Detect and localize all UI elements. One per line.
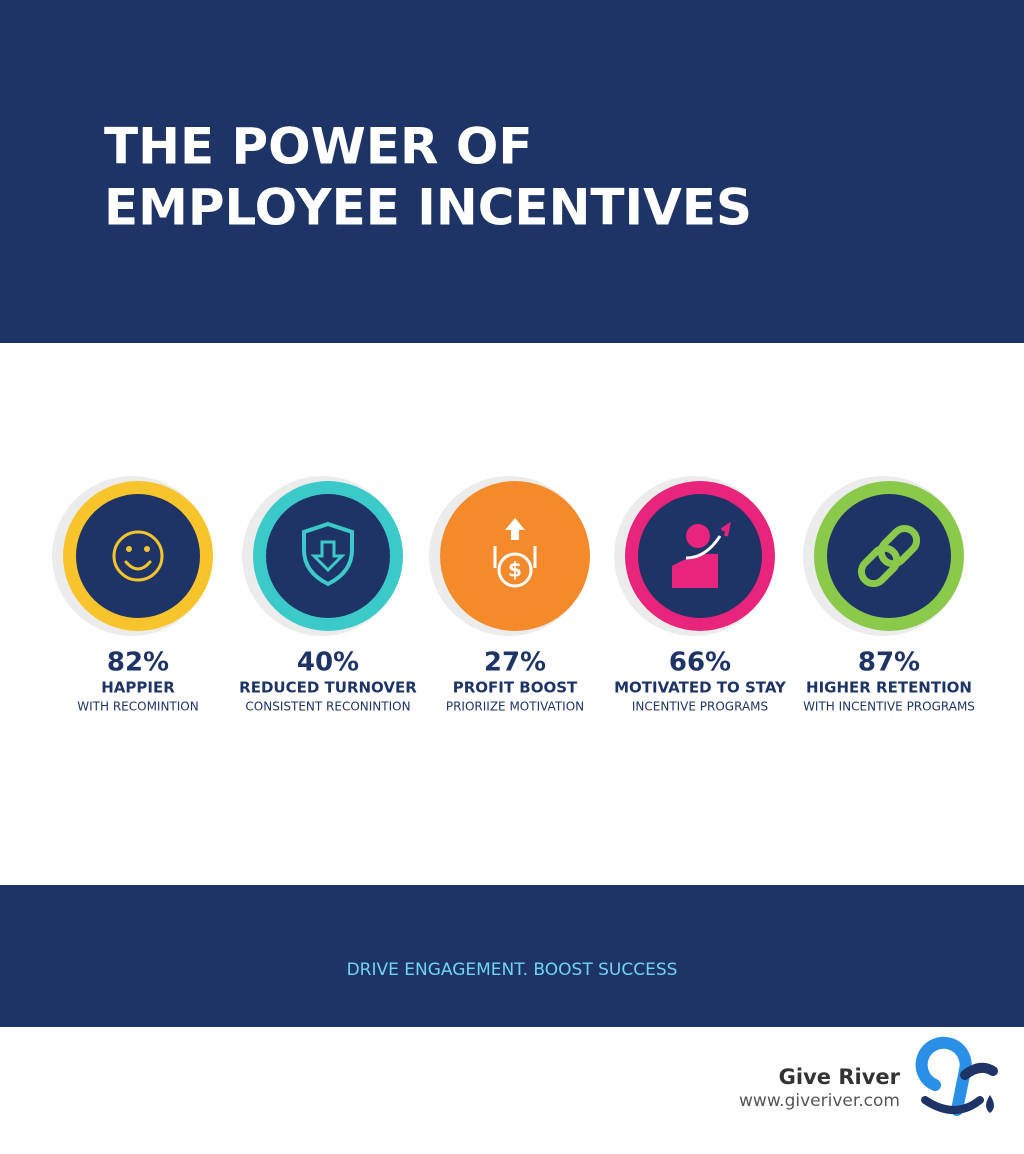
stat-sublabel: INCENTIVE PROGRAMS	[632, 700, 768, 714]
icon	[857, 524, 921, 588]
stat-label: HIGHER RETENTION	[806, 679, 972, 697]
stat-card: 87%HIGHER RETENTION WITH INCENTIVE PROGRA…	[803, 476, 975, 714]
title-line: EMPLOYEE INCENTIVES	[104, 179, 752, 237]
ring-inner	[266, 494, 390, 618]
stat-sublabel: WITH RECOMINTION	[77, 700, 198, 714]
icon	[672, 521, 731, 588]
ring-inner	[76, 494, 200, 618]
stat-label: MOTIVATED TO STAY	[614, 679, 787, 697]
stat-sublabel: WITH INCENTIVE PROGRAMS	[803, 700, 975, 714]
icon: $	[493, 518, 537, 588]
svg-text:$: $	[508, 558, 522, 582]
ring-inner	[827, 494, 951, 618]
ring-inner	[453, 494, 577, 618]
brand-name: Give River	[779, 1065, 901, 1089]
stat-value: 27%	[484, 648, 546, 678]
stat-value: 87%	[858, 648, 920, 678]
stat-sublabel: PRIORIIZE MOTIVATION	[446, 700, 584, 714]
stat-card: $27%PROFIT BOOST PRIORIIZE MOTIVATION	[429, 476, 590, 714]
stat-sublabel: CONSISTENT RECONINTION	[245, 700, 410, 714]
header-band	[0, 0, 1024, 343]
brand-logo	[915, 1036, 998, 1116]
stat-card: 66%MOTIVATED TO STAY INCENTIVE PROGRAMS	[614, 476, 787, 714]
tagline: DRIVE ENGAGEMENT. BOOST SUCCESS	[347, 960, 678, 980]
stat-label: HAPPIER	[101, 679, 175, 697]
stat-label: REDUCED TURNOVER	[239, 679, 417, 697]
stat-value: 66%	[669, 648, 731, 678]
stat-value: 82%	[107, 648, 169, 678]
icon	[302, 521, 354, 587]
stat-card: 82%HAPPIER WITH RECOMINTION	[52, 476, 213, 714]
stat-label: PROFIT BOOST	[453, 679, 578, 697]
stats-row: 82%HAPPIER WITH RECOMINTION 40%REDUCED TUR…	[52, 476, 975, 714]
stat-value: 40%	[297, 648, 359, 678]
title-line: THE POWER OF	[104, 118, 533, 176]
icon	[112, 530, 164, 582]
brand-url: www.giveriver.com	[739, 1091, 900, 1111]
stat-card: 40%REDUCED TURNOVER CONSISTENT RECONINTIO…	[239, 476, 417, 714]
footer-band	[0, 885, 1024, 1027]
